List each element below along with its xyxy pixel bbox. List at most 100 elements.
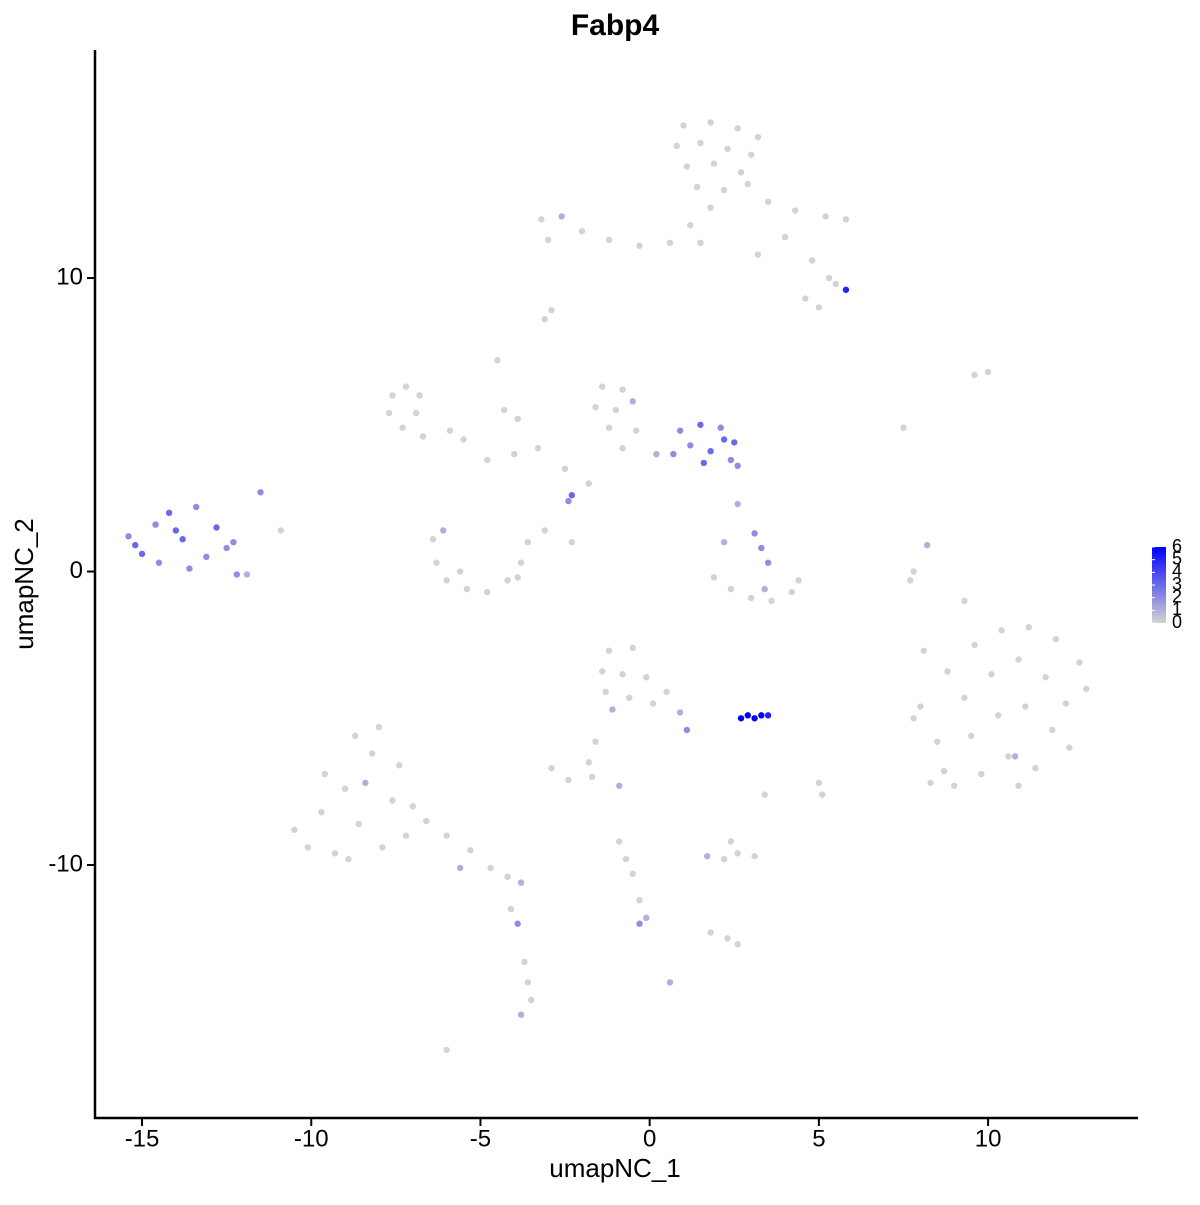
point <box>443 832 450 839</box>
point <box>768 597 775 605</box>
point <box>619 445 626 452</box>
point <box>304 844 312 851</box>
point <box>243 571 251 578</box>
point <box>616 782 623 789</box>
point <box>842 216 850 223</box>
point <box>599 668 606 675</box>
point <box>578 227 586 235</box>
point <box>1049 726 1056 734</box>
point <box>781 233 789 241</box>
point <box>734 941 741 948</box>
point <box>504 873 511 880</box>
point <box>734 500 741 508</box>
point <box>514 920 521 927</box>
point <box>687 442 694 449</box>
point <box>629 870 636 878</box>
point <box>517 1011 525 1018</box>
point <box>764 712 772 719</box>
point <box>907 577 914 584</box>
point <box>558 213 565 220</box>
colorbar-label: 5 <box>1172 548 1182 568</box>
point <box>832 280 839 288</box>
point <box>761 791 768 798</box>
point <box>917 703 924 710</box>
point <box>632 427 640 434</box>
point <box>528 996 535 1004</box>
point <box>463 585 471 593</box>
point <box>616 838 623 845</box>
point <box>724 145 731 153</box>
point <box>649 700 657 707</box>
point <box>1032 764 1039 772</box>
point <box>998 627 1005 634</box>
point <box>1011 753 1019 760</box>
point <box>971 371 978 379</box>
point <box>703 853 711 860</box>
point <box>179 536 186 543</box>
point <box>815 779 823 787</box>
colorbar-label: 3 <box>1172 574 1182 594</box>
point <box>257 489 264 496</box>
point <box>910 568 917 575</box>
point <box>446 427 454 434</box>
point <box>524 538 532 546</box>
point <box>132 541 139 549</box>
point <box>511 450 518 458</box>
point <box>727 838 735 845</box>
point <box>697 421 704 428</box>
point <box>585 480 592 487</box>
point <box>697 239 704 247</box>
point <box>223 544 230 552</box>
point <box>402 832 410 839</box>
point <box>619 386 626 393</box>
point <box>423 817 430 825</box>
point <box>419 433 427 440</box>
point <box>653 450 660 458</box>
point <box>341 785 349 792</box>
colorbar-label: 2 <box>1172 586 1182 606</box>
point <box>504 577 511 584</box>
point <box>629 398 636 405</box>
point <box>456 864 464 872</box>
point <box>379 844 386 851</box>
colorbar-label: 4 <box>1172 561 1182 581</box>
point <box>402 383 410 390</box>
point <box>670 450 677 458</box>
x-tick-label: -15 <box>125 1125 160 1152</box>
point <box>727 456 735 464</box>
point <box>744 712 752 719</box>
point <box>592 403 599 411</box>
point <box>1066 744 1073 751</box>
point <box>734 125 741 132</box>
point <box>758 712 765 719</box>
point <box>165 509 173 517</box>
point <box>700 459 708 467</box>
point <box>802 295 809 302</box>
point <box>788 588 795 596</box>
point <box>720 855 728 863</box>
point <box>541 315 548 323</box>
point <box>676 427 684 434</box>
point <box>368 750 376 757</box>
point <box>152 521 159 528</box>
point <box>923 541 931 549</box>
point <box>710 160 718 167</box>
point <box>375 723 383 731</box>
point <box>1076 659 1083 666</box>
y-tick-label: 0 <box>70 557 83 584</box>
point <box>213 524 220 531</box>
point <box>900 424 907 431</box>
point <box>666 239 674 247</box>
point <box>409 803 416 810</box>
point <box>808 257 816 264</box>
point <box>484 456 491 464</box>
point <box>673 142 680 150</box>
point <box>440 527 447 534</box>
colorbar-label: 1 <box>1172 599 1182 619</box>
point <box>751 715 758 722</box>
point <box>1083 685 1090 693</box>
point <box>815 304 823 311</box>
point <box>1015 656 1022 663</box>
point <box>605 647 613 654</box>
point <box>544 236 552 244</box>
